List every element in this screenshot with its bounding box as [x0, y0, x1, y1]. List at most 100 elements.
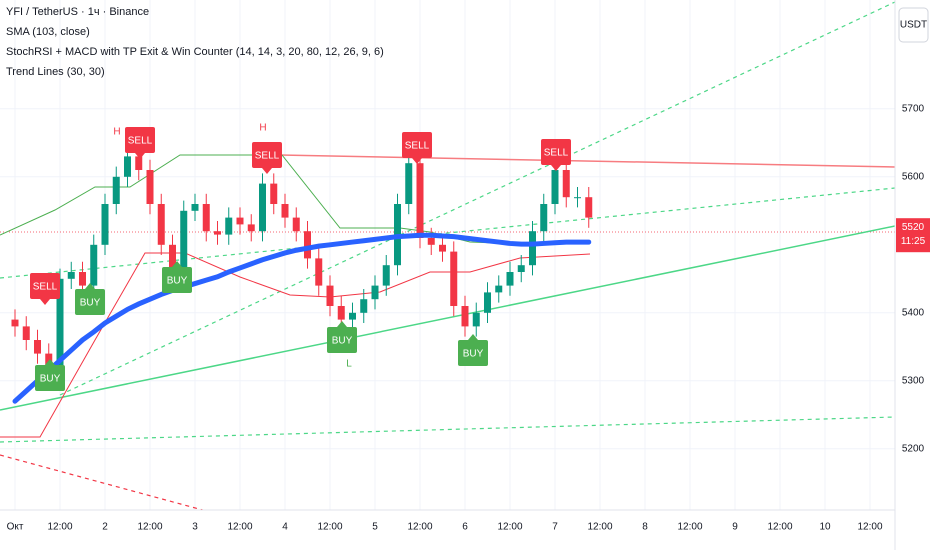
candle-body [416, 163, 424, 238]
trend-line [0, 416, 896, 443]
x-tick-label: 12:00 [227, 522, 252, 533]
grid [0, 0, 895, 510]
x-tick-label: 4 [282, 522, 288, 533]
price-axis [895, 0, 932, 550]
signal-arrow [551, 165, 561, 171]
candle-body [495, 285, 503, 293]
candle-body [551, 170, 559, 204]
tp-line [0, 252, 591, 438]
candle-body [484, 292, 491, 313]
candle-body [405, 163, 413, 204]
signal-arrow [85, 283, 95, 289]
y-tick-label: 5300 [902, 375, 925, 386]
x-tick-label: 12:00 [47, 522, 72, 533]
candle-body [371, 285, 379, 300]
x-tick-label: 10 [819, 522, 831, 533]
signal-label: SELL [405, 141, 430, 152]
tp-line [0, 154, 590, 245]
signal-box [125, 127, 155, 153]
signal-arrow [45, 359, 55, 365]
candle-body [79, 272, 86, 286]
candle-body [304, 231, 311, 259]
signal-box [35, 365, 65, 391]
candle-body [135, 156, 143, 170]
x-tick-label: 2 [102, 522, 108, 533]
x-tick-label: 12:00 [587, 522, 612, 533]
x-tick-label: 8 [642, 522, 648, 533]
pivot-label: L [346, 359, 352, 370]
candle-body [101, 204, 109, 245]
x-tick-label: Окт [7, 522, 24, 533]
candle-body [315, 258, 323, 286]
candle-body [112, 176, 120, 204]
signal-label: SELL [128, 136, 153, 147]
candle-body [472, 312, 480, 327]
candle-body [11, 319, 19, 327]
candle-body [506, 272, 514, 286]
signal-box [458, 340, 488, 366]
x-tick-label: 7 [552, 522, 558, 533]
candle-body [202, 204, 210, 232]
pivot-label: H [113, 127, 120, 138]
candle-body [529, 231, 536, 266]
candle-body [349, 312, 356, 320]
signal-arrow [337, 321, 347, 327]
candle-body [225, 217, 233, 235]
candle-body [574, 197, 581, 199]
trend-line [0, 187, 896, 279]
currency-button[interactable] [898, 7, 929, 43]
signal-label: SELL [544, 148, 569, 159]
x-tick-label: 5 [372, 522, 378, 533]
candle-body [450, 251, 458, 306]
candle-body [382, 265, 390, 286]
candle-body [562, 170, 570, 198]
signal-arrow [135, 153, 145, 159]
currency[interactable]: USDT [900, 20, 927, 31]
signal-box [402, 132, 432, 158]
x-tick-label: 12:00 [137, 522, 162, 533]
signal-box [75, 289, 105, 315]
signal-label: SELL [33, 282, 58, 293]
signal-box [162, 267, 192, 293]
sma-line [12, 232, 592, 404]
x-tick-label: 12:00 [317, 522, 342, 533]
candle-body [157, 204, 165, 245]
signal-box [541, 139, 571, 165]
signal-box [30, 273, 60, 299]
candle-body [439, 244, 446, 252]
trend-lines [0, 1, 896, 513]
y-tick-label: 5700 [902, 103, 925, 114]
candle-body [517, 265, 525, 272]
candle-body [259, 183, 266, 232]
signal-arrow [40, 299, 50, 305]
candle-body [214, 231, 221, 235]
trend-line [59, 1, 896, 396]
indicator-label: SMA (103, close) [6, 26, 90, 38]
candle-body [292, 217, 300, 232]
x-tick-label: 3 [192, 522, 198, 533]
candle-body [337, 306, 345, 320]
signal-arrow [172, 261, 182, 267]
x-tick-label: 12:00 [407, 522, 432, 533]
signal-arrow [262, 168, 272, 174]
signal-label: BUY [40, 374, 61, 385]
time-axis [0, 510, 932, 550]
signal-label: BUY [80, 298, 101, 309]
candle-body [247, 224, 255, 232]
signal-label: BUY [332, 336, 353, 347]
signal-arrow [412, 158, 422, 164]
candle-body [585, 197, 593, 218]
x-tick-label: 12:00 [857, 522, 882, 533]
candle-body [34, 340, 41, 354]
candle-body [326, 285, 334, 306]
countdown: 11:25 [901, 236, 926, 247]
candle-body [236, 217, 244, 225]
candle-body [22, 326, 30, 340]
indicator-label: StochRSI + MACD with TP Exit & Win Count… [6, 46, 384, 58]
signal-box [327, 327, 357, 353]
y-tick-label: 5400 [902, 307, 925, 318]
x-tick-label: 6 [462, 522, 468, 533]
trend-line [279, 154, 896, 168]
candle-body [427, 238, 435, 245]
